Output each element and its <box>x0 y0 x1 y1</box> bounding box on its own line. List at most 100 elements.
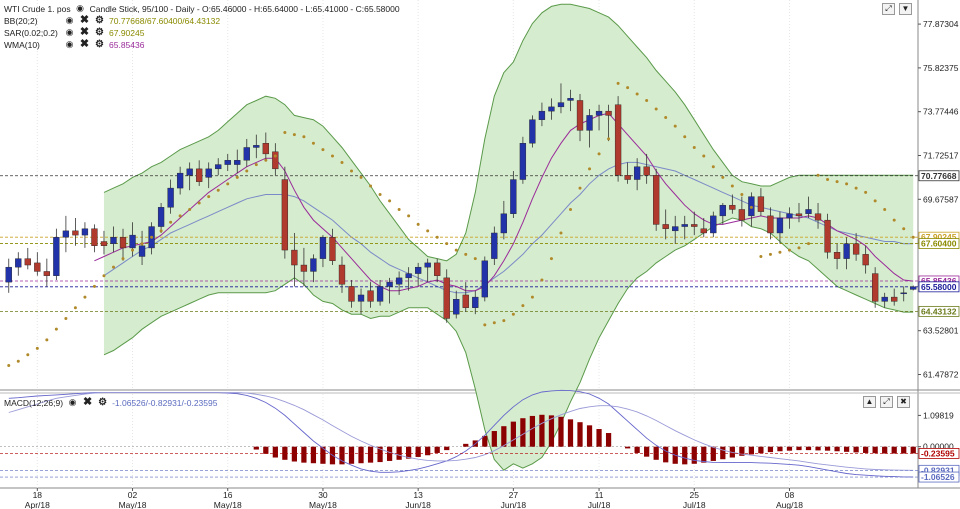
time-tick-month: May/18 <box>309 500 337 509</box>
macd-histogram-bar <box>605 433 612 447</box>
macd-histogram-bar <box>501 426 507 447</box>
sar-dot <box>226 182 230 186</box>
sar-dot <box>845 182 849 186</box>
sar-dot <box>502 319 506 323</box>
time-tick-day: 18 <box>33 490 43 500</box>
macd-histogram-bar <box>320 446 326 464</box>
sar-dot <box>816 173 820 177</box>
sar-dot <box>768 252 772 256</box>
macd-histogram-bar <box>520 418 526 447</box>
expand-icon[interactable]: ⤢ <box>882 3 895 15</box>
gear-icon[interactable]: ⚙ <box>95 27 104 38</box>
close-icon[interactable]: ✖ <box>79 38 90 50</box>
sar-dot <box>283 131 287 135</box>
eye-icon[interactable]: ◉ <box>65 27 74 37</box>
sar-dot <box>892 218 896 222</box>
expand-icon[interactable]: ⤢ <box>880 396 893 408</box>
candle <box>662 224 669 229</box>
arrow-down-icon[interactable]: ▼ <box>899 3 912 15</box>
candle <box>624 175 631 180</box>
candle <box>291 249 298 266</box>
macd-histogram-bar <box>339 446 345 465</box>
sar-dot <box>664 116 668 120</box>
candle <box>196 168 203 182</box>
macd-histogram-bar <box>386 446 393 461</box>
eye-icon[interactable]: ◉ <box>65 39 74 49</box>
candle <box>205 168 212 178</box>
macd-tick-label: 0.00000 <box>923 442 954 452</box>
gear-icon[interactable]: ⚙ <box>95 15 104 26</box>
macd-histogram-bar <box>548 415 555 447</box>
macd-histogram-bar <box>482 435 488 447</box>
macd-histogram-bar <box>291 446 298 462</box>
time-tick-day: 30 <box>318 490 328 500</box>
candle <box>672 226 679 232</box>
sar-dot <box>83 295 87 299</box>
candle <box>329 237 336 261</box>
price-tick-label: 69.67587 <box>923 194 959 204</box>
sar-dot <box>235 175 239 179</box>
price-tick-label: 75.82375 <box>923 63 959 73</box>
candle <box>633 166 641 180</box>
macd-histogram-bar <box>891 446 897 454</box>
sar-dot <box>16 359 20 363</box>
candle <box>376 286 384 302</box>
sar-dot <box>864 190 868 194</box>
macd-histogram-bar <box>691 446 697 464</box>
candle <box>138 245 146 257</box>
gear-icon[interactable]: ⚙ <box>95 39 104 50</box>
price-marker-box <box>918 238 960 249</box>
macd-histogram-bar <box>767 446 774 453</box>
eye-icon[interactable]: ◉ <box>68 397 77 407</box>
candle <box>910 286 917 290</box>
sar-dot <box>350 169 354 173</box>
price-tick-label: 71.72517 <box>923 150 959 160</box>
sar-dot <box>54 327 58 331</box>
sar-dot <box>169 220 173 224</box>
macd-signal-line <box>8 392 914 471</box>
main-panel-controls: ⤢ ▼ <box>882 3 912 15</box>
close-icon[interactable]: ✖ <box>79 26 90 38</box>
candle <box>576 100 584 131</box>
close-icon[interactable]: ✖ <box>897 396 910 408</box>
close-icon[interactable]: ✖ <box>82 396 93 408</box>
macd-histogram-bar <box>796 446 802 451</box>
macd-histogram-bar <box>834 446 840 452</box>
sar-dot <box>207 195 211 199</box>
candle <box>843 243 850 259</box>
macd-histogram-bar <box>843 446 850 452</box>
eye-icon[interactable]: ◉ <box>65 15 74 25</box>
sar-dot <box>854 186 858 190</box>
indicator-values: 67.90245 <box>109 27 145 38</box>
bollinger-upper-line <box>103 3 914 262</box>
sar-dot <box>568 207 572 211</box>
sar-dot <box>464 252 468 256</box>
sar-dot <box>273 154 277 158</box>
price-tick-label: 63.52801 <box>923 326 959 336</box>
candle <box>186 168 193 176</box>
candle <box>319 237 327 259</box>
macd-histogram-bar <box>824 446 831 451</box>
eye-icon[interactable]: ◉ <box>76 3 85 13</box>
candle <box>833 252 841 259</box>
candle <box>434 262 441 276</box>
macd-histogram-bar <box>567 419 574 447</box>
candle <box>357 294 365 302</box>
candle <box>719 204 726 217</box>
close-icon[interactable]: ✖ <box>79 14 90 26</box>
sar-dot <box>302 135 306 139</box>
candle <box>386 281 393 287</box>
macd-histogram-bar <box>777 446 783 452</box>
time-tick-month: Apr/18 <box>25 500 50 509</box>
candle <box>81 228 89 236</box>
sar-dot <box>759 254 763 258</box>
macd-histogram-bar <box>901 446 907 454</box>
sar-dot <box>597 152 601 156</box>
gear-icon[interactable]: ⚙ <box>98 397 108 408</box>
candle <box>500 213 507 234</box>
arrow-up-icon[interactable]: ▲ <box>863 396 876 408</box>
macd-histogram-bar <box>853 446 859 453</box>
sar-dot <box>902 227 906 231</box>
sar-dot <box>873 199 877 203</box>
